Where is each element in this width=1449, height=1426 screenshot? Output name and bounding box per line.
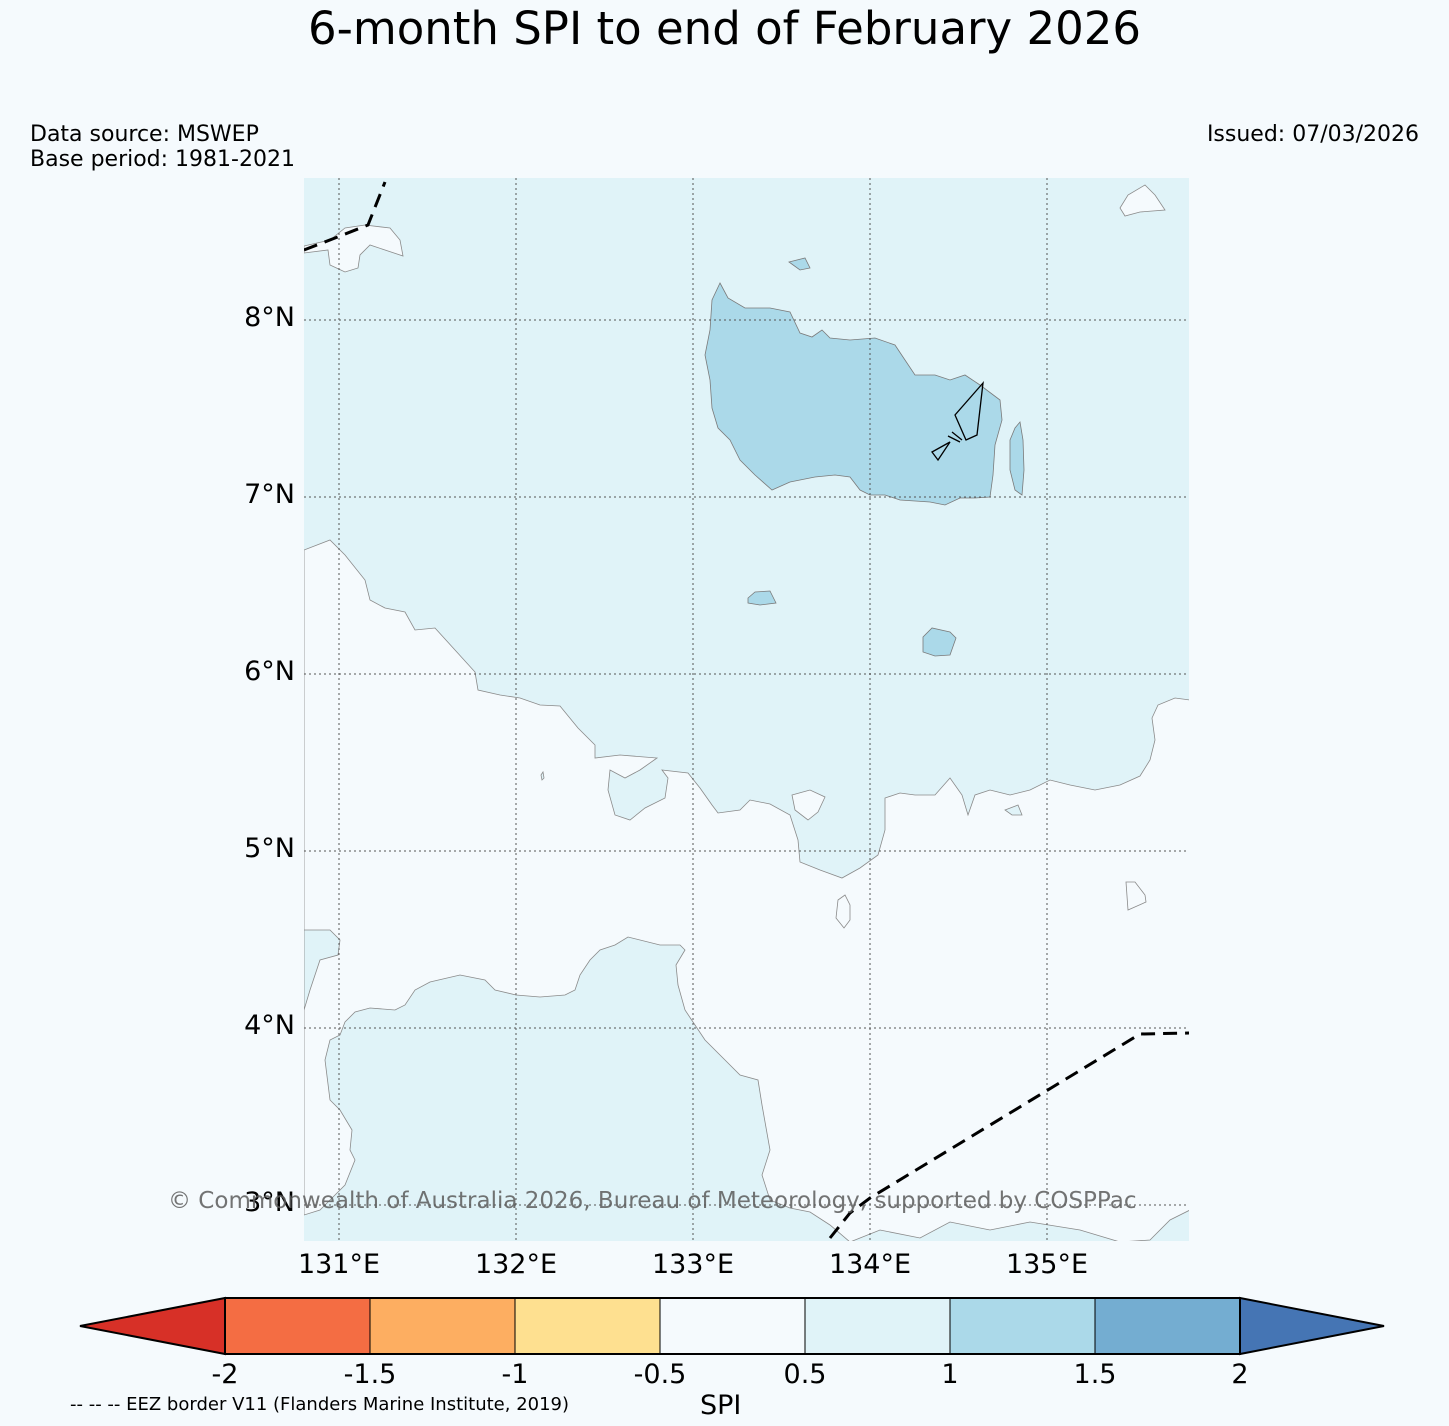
lat-label-3n: 3°N xyxy=(244,1187,295,1218)
base-period: Base period: 1981-2021 xyxy=(30,147,295,172)
source-info: Data source: MSWEP Base period: 1981-202… xyxy=(30,122,295,172)
colorbar-tick: -2 xyxy=(211,1359,239,1390)
lon-label-131e: 131°E xyxy=(297,1249,381,1280)
lat-label-8n: 8°N xyxy=(244,302,295,333)
colorbar-tick: 1 xyxy=(941,1359,959,1390)
lon-label-135e: 135°E xyxy=(1005,1249,1089,1280)
colorbar-bin-6 xyxy=(949,1297,1096,1355)
colorbar-bin-4 xyxy=(659,1297,806,1355)
island-outline xyxy=(931,381,984,462)
lat-label-5n: 5°N xyxy=(244,833,295,864)
spi-1-to-1.5-islet-4 xyxy=(788,257,811,271)
lat-label-4n: 4°N xyxy=(244,1010,295,1041)
colorbar-tick: -0.5 xyxy=(633,1359,687,1390)
eez-border-northwest xyxy=(304,181,387,252)
spi-near-normal-northwest xyxy=(304,224,404,273)
spi-near-normal-islet-2 xyxy=(835,894,851,929)
spi-0.5-to-1-islet-2 xyxy=(540,770,545,781)
colorbar-bin-above-2 xyxy=(1239,1296,1385,1356)
spi-near-normal-northeast xyxy=(1119,184,1166,217)
map-panel xyxy=(304,178,1189,1241)
lat-label-6n: 6°N xyxy=(244,656,295,687)
eez-border-note: -- -- -- EEZ border V11 (Flanders Marine… xyxy=(70,1394,570,1415)
spi-0.5-to-1-west-edge xyxy=(304,929,341,1011)
lat-label-7n: 7°N xyxy=(244,479,295,510)
spi-0.5-to-1-islet-1 xyxy=(1004,804,1023,816)
colorbar-tick: 0.5 xyxy=(783,1359,827,1390)
colorbar-tick: -1.5 xyxy=(343,1359,397,1390)
issued-date: Issued: 07/03/2026 xyxy=(1206,122,1419,147)
map-title: 6-month SPI to end of February 2026 xyxy=(308,2,1141,55)
data-source: Data source: MSWEP xyxy=(30,122,259,147)
colorbar-tick: -1 xyxy=(501,1359,529,1390)
lon-label-133e: 133°E xyxy=(651,1249,735,1280)
colorbar-bin-1 xyxy=(224,1297,371,1355)
colorbar-bin-3 xyxy=(514,1297,661,1355)
colorbar-tick: 2 xyxy=(1231,1359,1249,1390)
spi-1-to-1.5-islet-2 xyxy=(747,590,777,606)
lon-label-132e: 132°E xyxy=(474,1249,558,1280)
colorbar-tick: 1.5 xyxy=(1073,1359,1117,1390)
spi-near-normal-islet-3 xyxy=(1125,881,1147,911)
spi-near-normal-islet-1 xyxy=(791,789,826,821)
lon-label-134e: 134°E xyxy=(828,1249,912,1280)
copyright-notice: © Commonwealth of Australia 2026, Bureau… xyxy=(168,1188,1137,1214)
colorbar-label: SPI xyxy=(700,1390,742,1421)
colorbar-bin-7 xyxy=(1094,1297,1241,1355)
spi-1-to-1.5-islet-1 xyxy=(1009,421,1025,496)
colorbar-bin-5 xyxy=(804,1297,951,1355)
spi-near-normal-region xyxy=(304,539,1189,1241)
spi-1-to-1.5-region xyxy=(704,282,1003,506)
colorbar xyxy=(79,1296,1385,1356)
colorbar-bin-below-minus-2 xyxy=(79,1296,226,1356)
spi-1-to-1.5-islet-3 xyxy=(922,627,957,657)
eez-border-southeast xyxy=(828,1031,1189,1239)
colorbar-bin-2 xyxy=(369,1297,516,1355)
graticule xyxy=(304,178,1189,1241)
